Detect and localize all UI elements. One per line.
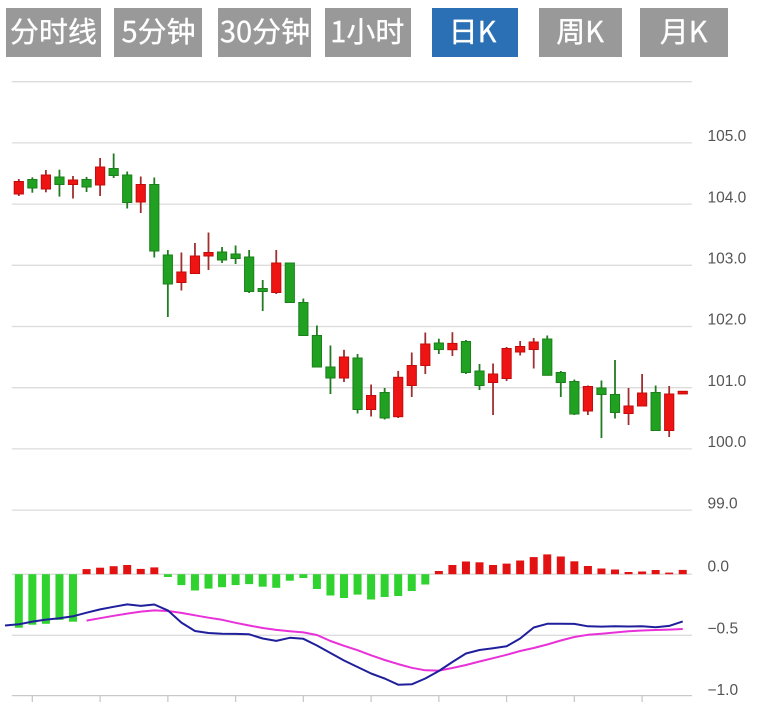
svg-text:0.0: 0.0 [708,559,730,576]
svg-text:−0.5: −0.5 [708,621,739,638]
svg-text:104.0: 104.0 [708,189,747,206]
svg-text:100.0: 100.0 [708,434,747,451]
svg-text:99.0: 99.0 [708,495,739,512]
svg-text:102.0: 102.0 [708,312,747,329]
svg-text:101.0: 101.0 [708,373,747,390]
svg-text:103.0: 103.0 [708,251,747,268]
svg-text:−1.0: −1.0 [708,682,739,699]
svg-text:105.0: 105.0 [708,128,747,145]
